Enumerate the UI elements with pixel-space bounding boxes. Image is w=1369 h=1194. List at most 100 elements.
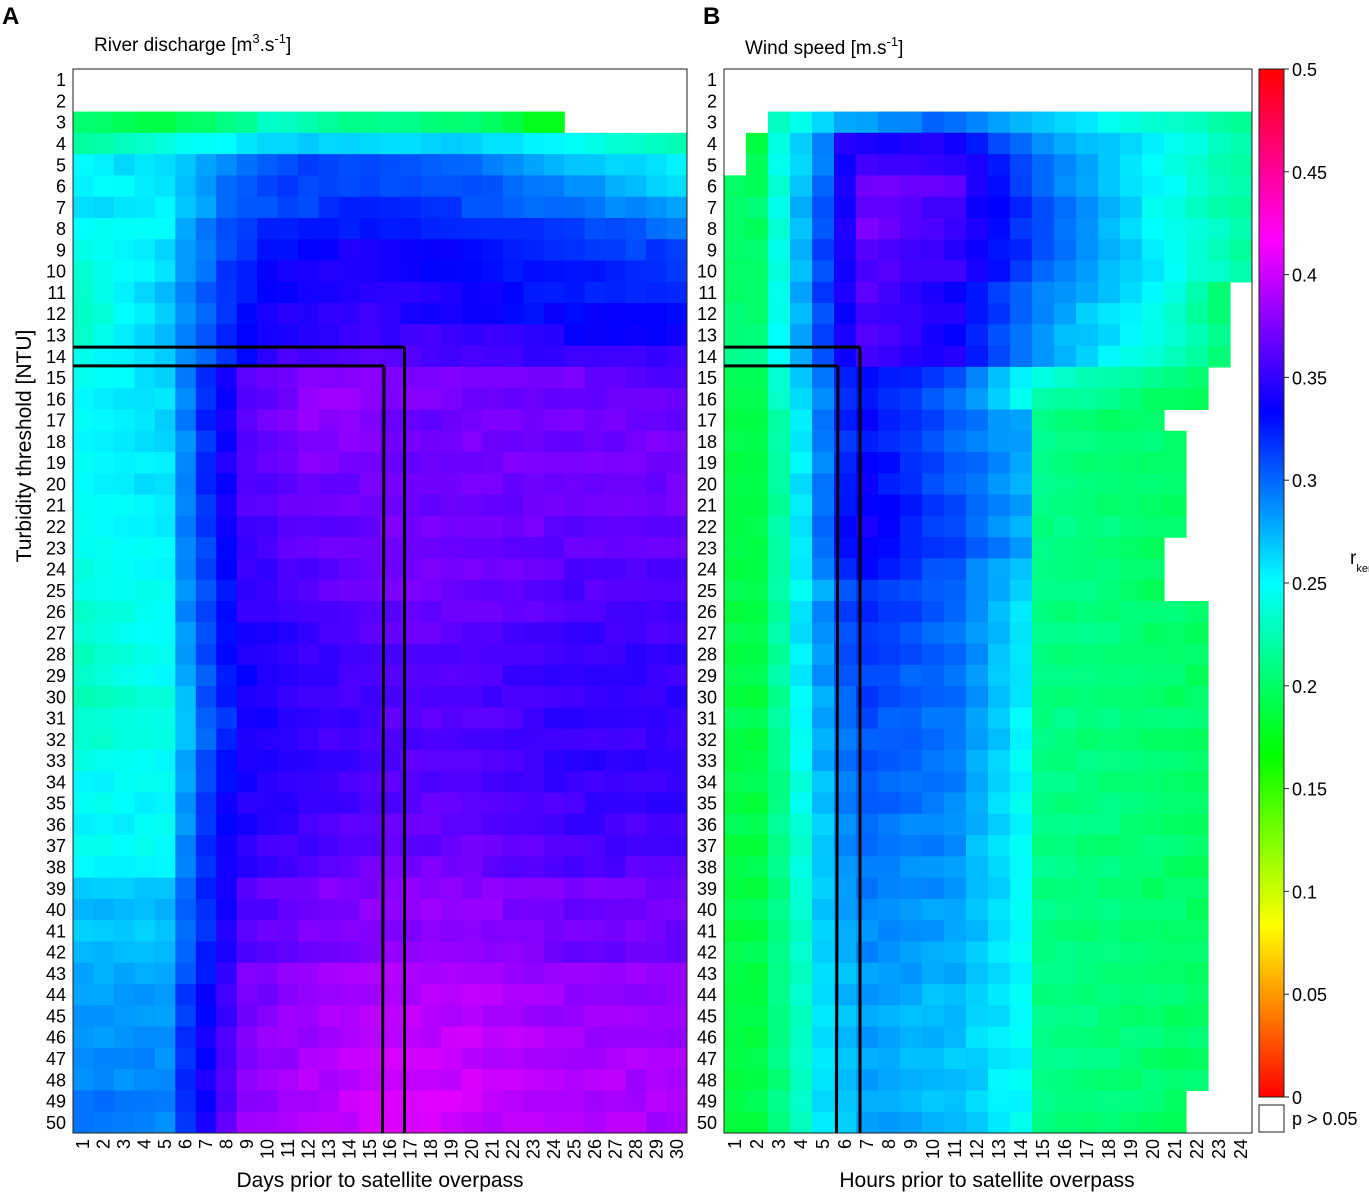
heatmap-cell-a-24-33 [543, 749, 565, 772]
heatmap-cell-a-2-36 [93, 813, 115, 836]
x-tick-a-25: 25 [564, 1139, 584, 1159]
heatmap-cell-b-8-24 [878, 558, 901, 581]
heatmap-cell-a-15-20 [359, 473, 381, 496]
heatmap-cell-b-24-9 [1230, 239, 1252, 262]
y-tick-b-15: 15 [697, 368, 717, 388]
heatmap-cell-a-25-9 [564, 239, 586, 262]
heatmap-cell-a-27-29 [605, 664, 627, 687]
heatmap-cell-a-19-31 [441, 707, 463, 730]
heatmap-cell-a-5-6 [154, 175, 176, 198]
heatmap-cell-b-10-3 [922, 111, 945, 134]
heatmap-cell-b-19-14 [1120, 345, 1143, 368]
heatmap-cell-a-29-17 [646, 409, 668, 432]
heatmap-cell-b-21-6 [1164, 175, 1187, 198]
heatmap-cell-a-25-10 [564, 260, 586, 283]
heatmap-cell-b-18-5 [1098, 154, 1121, 176]
heatmap-cell-a-26-4 [584, 132, 606, 155]
heatmap-cell-a-9-37 [236, 835, 258, 857]
heatmap-cell-a-21-22 [482, 515, 504, 538]
heatmap-cell-b-2-4 [746, 132, 769, 155]
heatmap-cell-b-24-5 [1230, 154, 1252, 176]
x-tick-a-5: 5 [155, 1139, 175, 1149]
heatmap-cell-b-11-44 [944, 984, 967, 1006]
heatmap-cell-a-24-7 [543, 196, 565, 219]
y-tick-b-2: 2 [707, 91, 717, 111]
heatmap-cell-a-27-4 [605, 132, 627, 155]
heatmap-cell-a-12-43 [298, 962, 320, 985]
heatmap-cell-b-14-14 [1010, 345, 1033, 368]
heatmap-cell-a-9-50 [236, 1111, 258, 1133]
heatmap-cell-a-7-44 [195, 984, 217, 1006]
heatmap-cell-a-7-20 [195, 473, 217, 496]
heatmap-cell-a-28-46 [625, 1026, 647, 1049]
heatmap-cell-a-14-31 [339, 707, 361, 730]
heatmap-cell-b-20-29 [1142, 664, 1165, 687]
heatmap-cell-b-18-47 [1098, 1047, 1121, 1070]
heatmap-cell-a-9-26 [236, 601, 258, 623]
heatmap-cell-b-13-23 [988, 537, 1011, 560]
heatmap-cell-a-24-24 [543, 558, 565, 581]
heatmap-cell-b-15-34 [1032, 771, 1055, 794]
heatmap-cell-b-13-17 [988, 409, 1011, 432]
heatmap-cell-a-19-7 [441, 196, 463, 219]
heatmap-cell-a-11-9 [277, 239, 299, 262]
heatmap-cell-a-6-43 [175, 962, 197, 985]
heatmap-cell-a-28-15 [625, 366, 647, 389]
heatmap-cell-a-16-26 [380, 601, 402, 623]
heatmap-cell-b-15-19 [1032, 452, 1055, 474]
heatmap-cell-a-21-29 [482, 664, 504, 687]
heatmap-cell-a-26-8 [584, 217, 606, 240]
heatmap-cell-a-22-12 [502, 303, 524, 325]
heatmap-cell-a-20-10 [461, 260, 483, 283]
heatmap-cell-a-27-10 [605, 260, 627, 283]
heatmap-cell-a-13-8 [318, 217, 340, 240]
heatmap-cell-b-22-10 [1186, 260, 1209, 283]
heatmap-cell-a-10-30 [257, 686, 279, 708]
heatmap-cell-a-7-50 [195, 1111, 217, 1133]
heatmap-cell-a-21-19 [482, 452, 504, 474]
heatmap-cell-a-12-47 [298, 1047, 320, 1070]
heatmap-cell-a-29-48 [646, 1069, 668, 1092]
heatmap-cell-b-8-29 [878, 664, 901, 687]
heatmap-cell-a-21-11 [482, 281, 504, 304]
heatmap-cell-a-14-45 [339, 1005, 361, 1028]
heatmap-cell-a-10-37 [257, 835, 279, 857]
y-tick-b-49: 49 [697, 1092, 717, 1112]
heatmap-cell-a-19-33 [441, 749, 463, 772]
heatmap-cell-b-12-21 [966, 494, 989, 517]
heatmap-cell-a-27-9 [605, 239, 627, 262]
heatmap-cell-b-19-33 [1120, 749, 1143, 772]
heatmap-cell-a-14-13 [339, 324, 361, 347]
heatmap-cell-a-15-11 [359, 281, 381, 304]
heatmap-cell-a-17-6 [400, 175, 422, 198]
heatmap-cell-a-7-9 [195, 239, 217, 262]
heatmap-cell-a-29-37 [646, 835, 668, 857]
heatmap-cell-b-21-35 [1164, 792, 1187, 815]
heatmap-cell-a-14-34 [339, 771, 361, 794]
heatmap-cell-b-19-41 [1120, 920, 1143, 943]
heatmap-cell-b-18-8 [1098, 217, 1121, 240]
heatmap-cell-a-22-40 [502, 898, 524, 921]
heatmap-cell-b-5-15 [812, 366, 835, 389]
heatmap-cell-b-21-21 [1164, 494, 1187, 517]
heatmap-cell-b-3-30 [768, 686, 791, 708]
heatmap-cell-a-21-3 [482, 111, 504, 134]
heatmap-cell-a-21-40 [482, 898, 504, 921]
heatmap-cell-b-5-38 [812, 856, 835, 879]
heatmap-cell-b-15-6 [1032, 175, 1055, 198]
heatmap-cell-a-14-11 [339, 281, 361, 304]
heatmap-cell-a-12-8 [298, 217, 320, 240]
heatmap-cell-b-13-43 [988, 962, 1011, 985]
heatmap-cell-a-15-16 [359, 388, 381, 411]
heatmap-cell-a-26-9 [584, 239, 606, 262]
heatmap-cell-a-24-27 [543, 622, 565, 645]
heatmap-cell-a-10-5 [257, 154, 279, 176]
x-tick-a-30: 30 [667, 1139, 687, 1159]
heatmap-cell-a-6-23 [175, 537, 197, 560]
heatmap-cell-b-4-30 [790, 686, 813, 708]
heatmap-cell-a-19-34 [441, 771, 463, 794]
heatmap-cell-a-11-45 [277, 1005, 299, 1028]
heatmap-cell-b-13-11 [988, 281, 1011, 304]
heatmap-cell-b-6-5 [834, 154, 857, 176]
heatmap-cell-a-24-30 [543, 686, 565, 708]
